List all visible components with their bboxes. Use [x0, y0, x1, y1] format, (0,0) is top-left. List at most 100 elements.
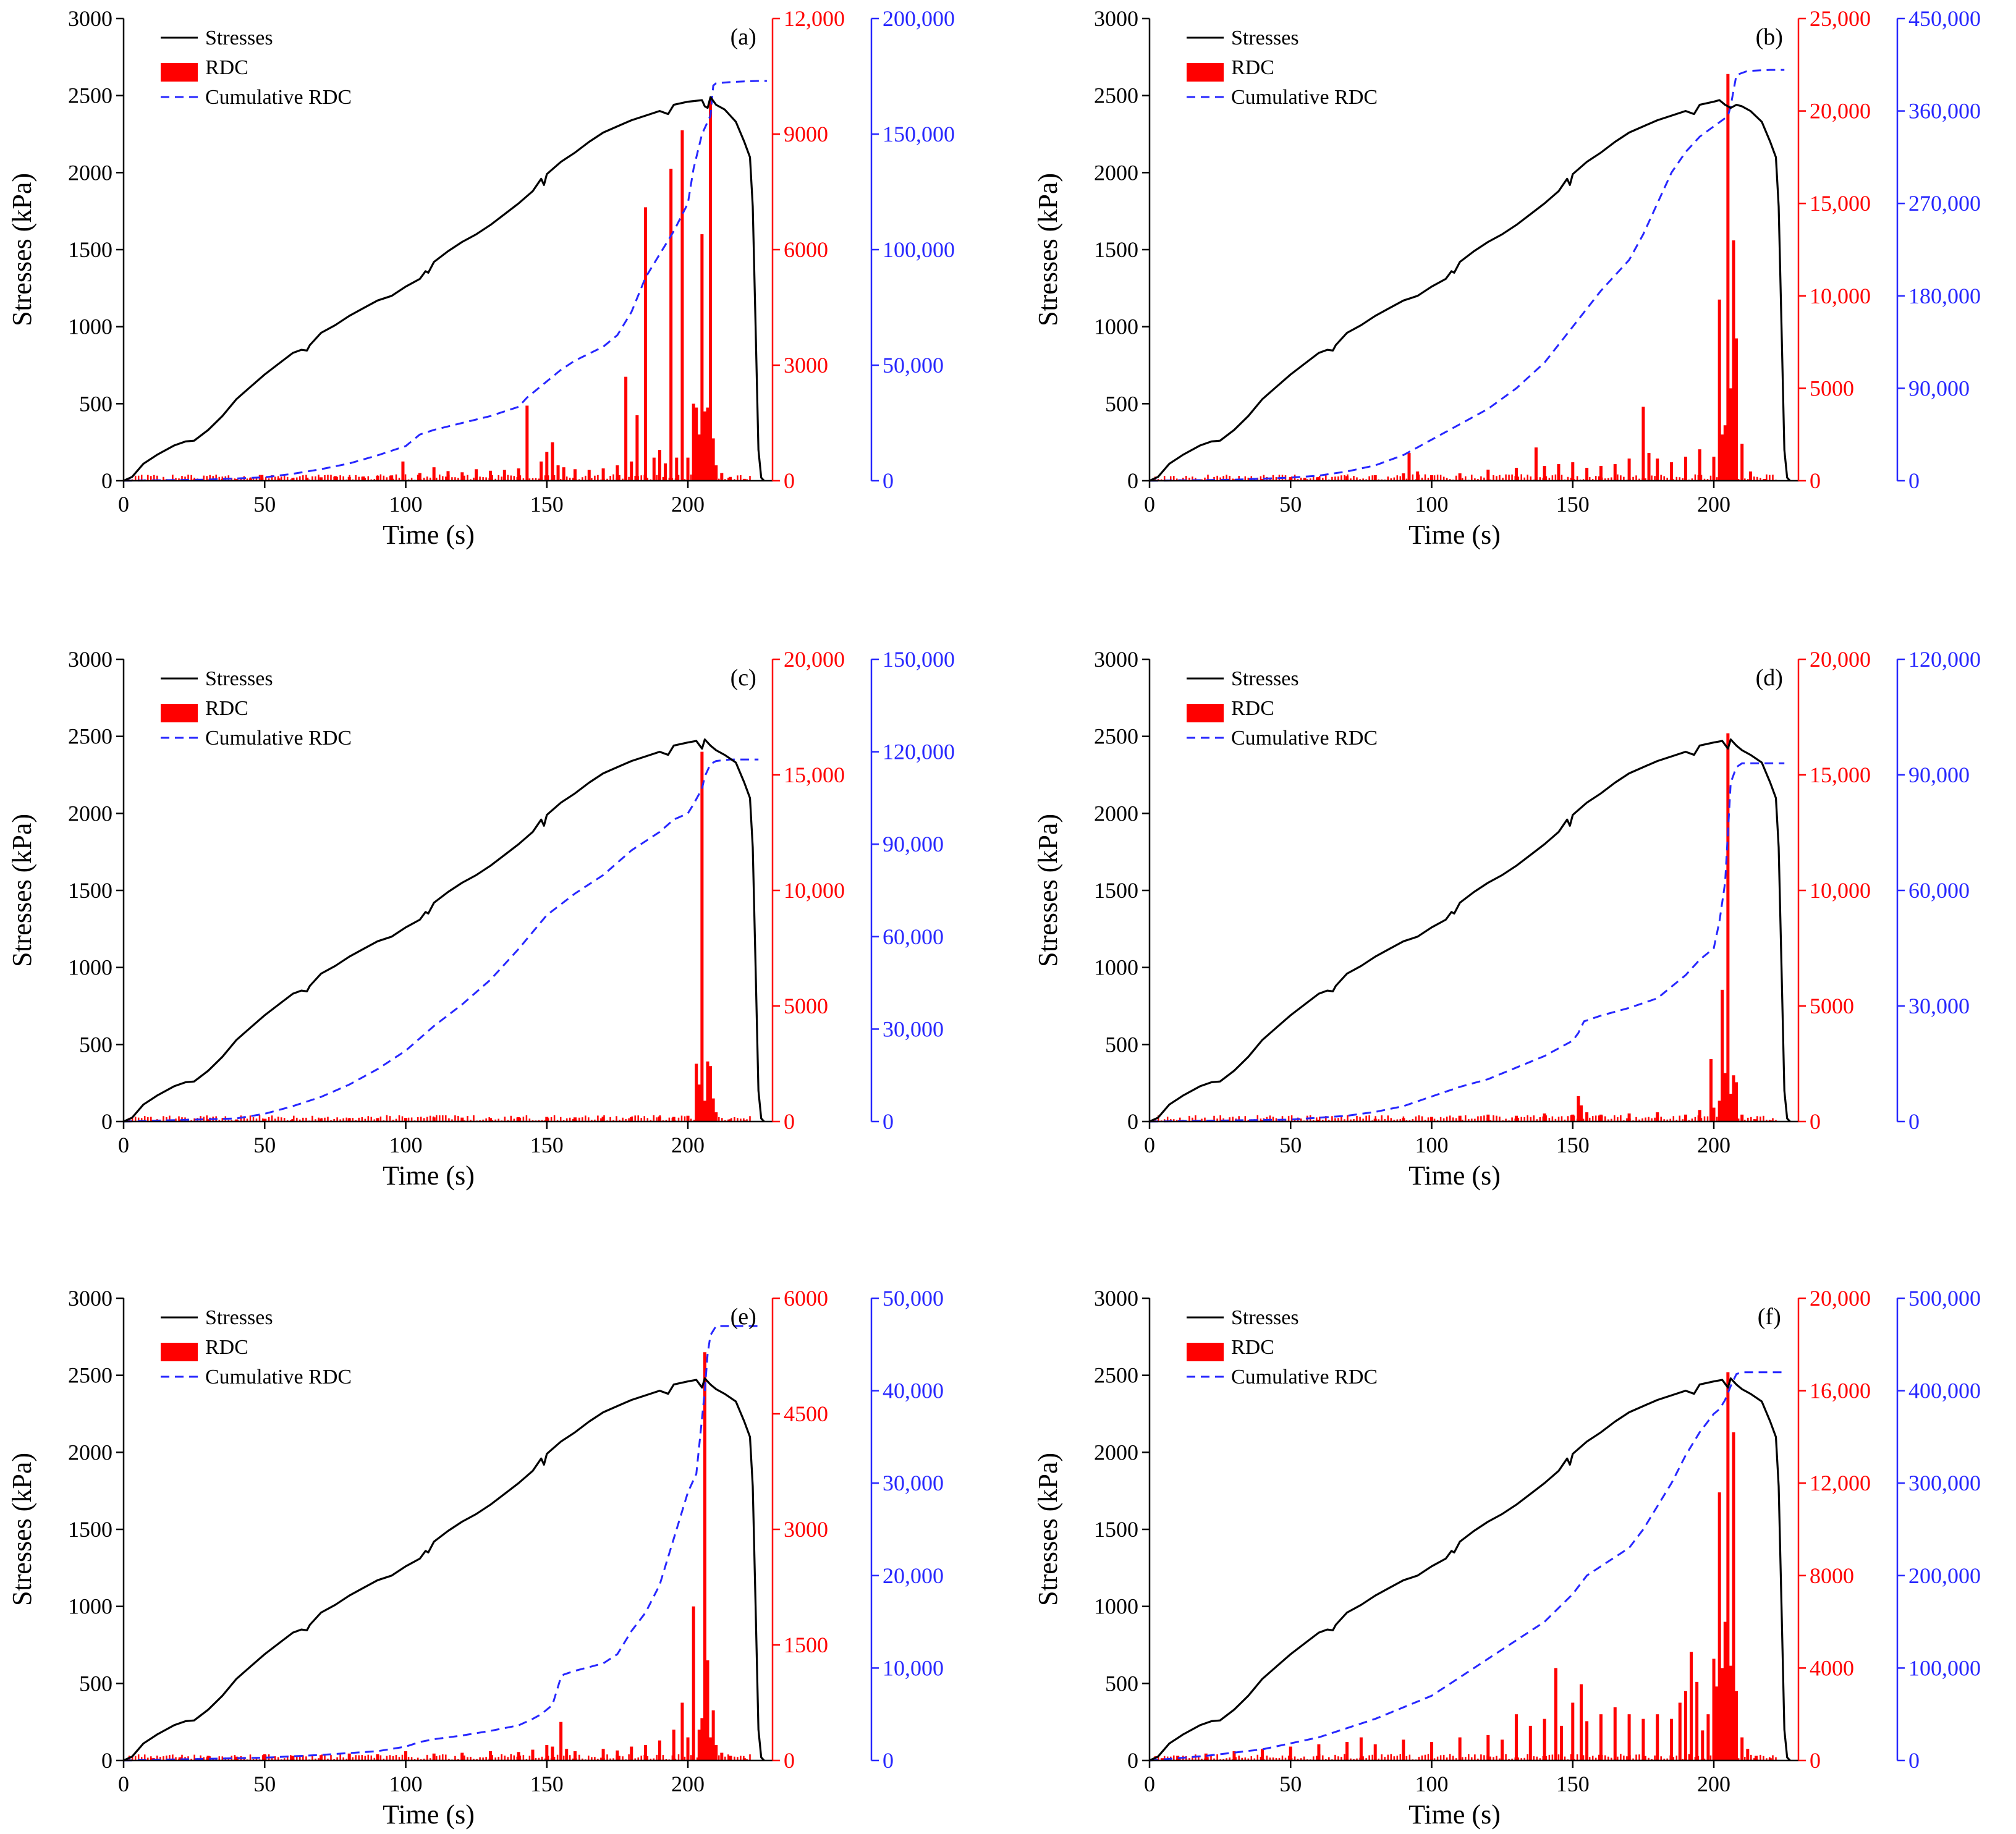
rdc-bar	[1726, 74, 1730, 481]
rdc-bar	[1732, 1075, 1735, 1122]
y-tick-label: 2500	[68, 1363, 112, 1388]
rdc-bar	[658, 450, 661, 481]
rdc-bar	[1543, 1113, 1546, 1122]
x-axis-title: Time (s)	[383, 1799, 475, 1830]
y-axis-title: Stresses (kPa)	[7, 814, 37, 967]
y-tick-label: 500	[79, 391, 112, 416]
rdc-bar	[729, 476, 732, 481]
rdc-bar	[347, 1753, 351, 1760]
rdc-bar	[1486, 1114, 1490, 1122]
rdc-tick-label: 25,000	[1810, 6, 1871, 31]
rdc-bar	[1501, 1739, 1504, 1760]
rdc-bar	[1528, 1725, 1532, 1760]
rdc-bar	[1571, 1114, 1575, 1122]
x-tick-label: 50	[1279, 1133, 1302, 1157]
rdc-bar	[1678, 1702, 1682, 1760]
rdc-bar	[488, 1118, 492, 1122]
rdc-bar	[488, 1751, 492, 1760]
rdc-bar	[1729, 388, 1732, 481]
cumulative-tick-label: 90,000	[883, 832, 944, 856]
rdc-bar	[1585, 468, 1589, 481]
rdc-tick-label: 0	[784, 1109, 795, 1134]
rdc-bar	[1317, 1744, 1321, 1760]
x-tick-label: 150	[1556, 1772, 1590, 1796]
cumulative-tick-label: 50,000	[883, 353, 944, 378]
rdc-bar	[551, 1746, 554, 1760]
y-tick-label: 0	[1127, 1748, 1138, 1773]
rdc-bar	[390, 475, 394, 481]
rdc-baseline-noise	[1154, 1754, 1777, 1760]
rdc-bar	[700, 751, 704, 1122]
rdc-bar	[1599, 466, 1603, 481]
cumulative-tick-label: 120,000	[883, 740, 955, 764]
rdc-bar	[706, 1061, 709, 1122]
y-tick-label: 2000	[68, 801, 112, 826]
rdc-bar	[333, 476, 337, 481]
rdc-bar	[1717, 1101, 1721, 1122]
y-tick-label: 1000	[68, 1594, 112, 1619]
rdc-bar	[1712, 1659, 1716, 1760]
rdc-tick-label: 6000	[784, 237, 828, 262]
rdc-bar	[709, 1066, 713, 1122]
rdc-bar	[404, 1751, 408, 1760]
y-tick-label: 2000	[68, 160, 112, 185]
rdc-bar	[1721, 434, 1724, 481]
rdc-bar	[709, 1737, 713, 1760]
x-tick-label: 200	[671, 1133, 705, 1157]
rdc-tick-label: 5000	[1810, 994, 1854, 1018]
legend-rdc-swatch	[161, 63, 198, 82]
y-tick-label: 2500	[1094, 724, 1138, 749]
rdc-bar	[1289, 1746, 1292, 1760]
rdc-bar	[460, 1752, 464, 1760]
x-tick-label: 50	[1279, 492, 1302, 517]
cumulative-tick-label: 90,000	[1908, 763, 1970, 787]
x-tick-label: 200	[1697, 1772, 1730, 1796]
chart-panel-c: 0 50 100 150 2000500100015002000250030000500…	[7, 647, 955, 1191]
cumulative-rdc-line	[1149, 1371, 1785, 1762]
rdc-baseline-noise	[1154, 1115, 1777, 1122]
rdc-bar	[644, 207, 648, 481]
rdc-bar	[1585, 1112, 1589, 1122]
rdc-bar	[1712, 457, 1716, 481]
rdc-bar	[1735, 1082, 1739, 1122]
y-axis-title: Stresses (kPa)	[1033, 173, 1063, 326]
x-tick-label: 50	[253, 492, 276, 517]
x-tick-label: 0	[118, 1772, 129, 1796]
y-tick-label: 2500	[1094, 1363, 1138, 1388]
rdc-bar	[178, 1120, 182, 1122]
legend-rdc-label: RDC	[205, 697, 248, 720]
rdc-tick-label: 16,000	[1810, 1379, 1871, 1403]
rdc-bar	[517, 468, 520, 481]
cumulative-tick-label: 60,000	[1908, 878, 1970, 903]
rdc-bar	[706, 407, 709, 481]
rdc-bar	[1599, 1114, 1603, 1122]
rdc-baseline-noise	[128, 1115, 751, 1122]
y-tick-label: 1000	[1094, 315, 1138, 339]
rdc-bar	[675, 457, 679, 481]
rdc-bar	[1543, 466, 1546, 481]
rdc-bar	[616, 465, 619, 481]
rdc-bar	[1732, 240, 1735, 481]
rdc-bar	[1579, 1684, 1583, 1760]
rdc-bar	[1627, 458, 1631, 481]
x-tick-label: 150	[530, 1133, 564, 1157]
rdc-bar	[475, 469, 478, 481]
rdc-bar	[630, 1746, 633, 1760]
y-tick-label: 500	[1105, 1032, 1138, 1057]
legend-stress-label: Stresses	[1231, 667, 1299, 690]
rdc-bar	[658, 1740, 661, 1760]
y-tick-label: 2500	[68, 83, 112, 108]
rdc-bar	[401, 461, 405, 481]
rdc-bar	[711, 438, 715, 481]
cumulative-tick-label: 150,000	[883, 122, 955, 146]
rdc-tick-label: 8000	[1810, 1563, 1854, 1588]
rdc-bar	[1723, 425, 1727, 481]
rdc-bar	[1613, 1707, 1617, 1760]
x-tick-label: 50	[1279, 1772, 1302, 1796]
legend-rdc-label: RDC	[205, 56, 248, 79]
rdc-bar	[616, 1750, 619, 1760]
rdc-tick-label: 20,000	[1810, 99, 1871, 124]
rdc-bar	[1709, 1059, 1713, 1122]
y-axis-title: Stresses (kPa)	[1033, 814, 1063, 967]
